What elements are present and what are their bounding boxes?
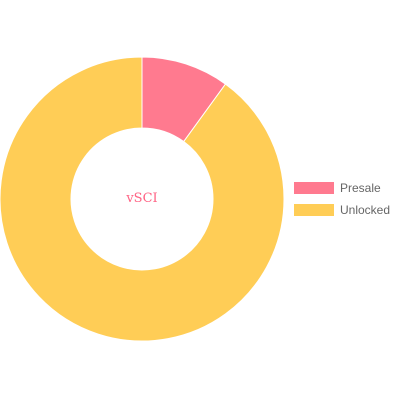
center-label: vSCI	[126, 191, 158, 206]
legend: Presale Unlocked	[294, 180, 390, 224]
legend-label-presale: Presale	[340, 181, 381, 195]
slice-unlocked[interactable]	[0, 56, 285, 342]
legend-item-presale[interactable]: Presale	[294, 180, 390, 196]
legend-swatch-unlocked	[294, 204, 334, 216]
legend-label-unlocked: Unlocked	[340, 203, 391, 217]
legend-swatch-presale	[294, 182, 334, 194]
legend-item-unlocked[interactable]: Unlocked	[294, 202, 390, 218]
